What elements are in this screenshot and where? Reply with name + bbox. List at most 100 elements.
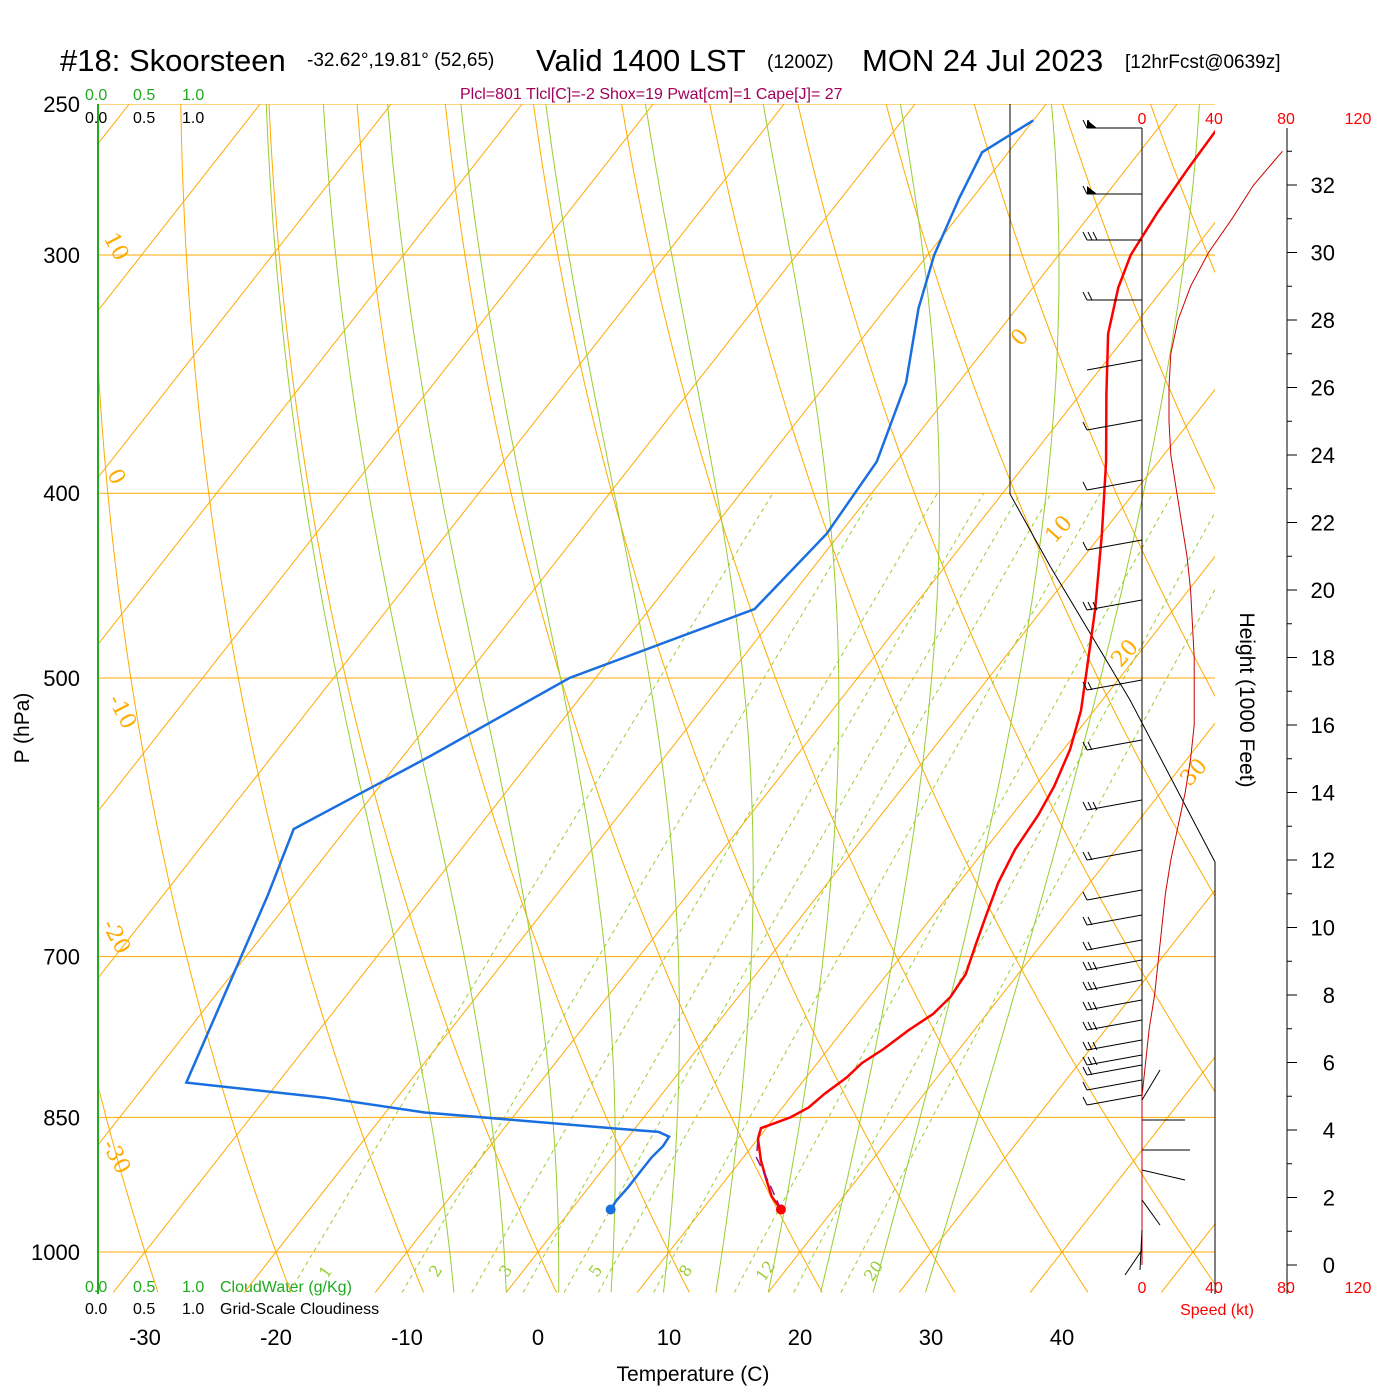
parcel-path <box>755 1134 782 1210</box>
dry-adiabat-line <box>1061 104 1215 491</box>
pressure-tick-label: 1000 <box>31 1240 80 1265</box>
moist-adiabat-line <box>762 104 840 1293</box>
x-tick-label: 20 <box>788 1325 812 1350</box>
dry-adiabat-line <box>98 354 292 1293</box>
mixing-ratio-line <box>289 492 774 1293</box>
sounding-parameters: Plcl=801 Tlcl[C]=-2 Shox=19 Pwat[cm]=1 C… <box>460 86 843 103</box>
dry-adiabat-line <box>621 104 1089 1293</box>
speed-tick-top: 0 <box>1138 111 1147 128</box>
wind-barb-feather <box>1087 119 1093 129</box>
wind-barb-feather <box>1087 1001 1093 1011</box>
mixing-ratio-line <box>733 492 1174 1293</box>
mixing-ratio-line <box>793 511 1215 1293</box>
dry-adiabat-line <box>1150 104 1215 274</box>
wind-barb-staff <box>1139 1229 1143 1271</box>
cloudiness-tick-top-2: 1.0 <box>182 110 204 127</box>
wind-barb-feather <box>1087 851 1093 861</box>
speed-tick-bottom: 0 <box>1138 1280 1147 1297</box>
wind-speed-profile <box>1141 150 1283 1265</box>
x-tick-label: 10 <box>657 1325 681 1350</box>
wind-barb-feather <box>1092 231 1098 241</box>
cloudwater-tick-bottom-2: 1.0 <box>182 1279 204 1296</box>
wind-barb-feather <box>1092 1001 1098 1011</box>
wind-barb-staff <box>1141 1169 1186 1181</box>
zulu-time: (1200Z) <box>767 52 834 73</box>
dry-adiabat-line <box>98 1083 159 1293</box>
wind-barb-feather <box>1082 851 1088 861</box>
pressure-tick-label: 300 <box>43 243 80 268</box>
height-tick-label: 28 <box>1311 308 1335 333</box>
wind-barb-staff <box>1086 914 1143 926</box>
height-tick-label: 14 <box>1311 781 1335 806</box>
isotherm-line <box>505 388 1215 1293</box>
dry-adiabat-label: 30 <box>1176 754 1213 792</box>
wind-barb-feather <box>1092 1041 1098 1051</box>
station-title: #18: Skoorsteen <box>60 43 286 78</box>
height-tick-label: 26 <box>1311 376 1335 401</box>
wind-barb-feather <box>1092 1021 1098 1031</box>
pressure-tick-label: 500 <box>43 666 80 691</box>
wind-barb-feather <box>1082 801 1088 811</box>
wind-barb-staff <box>1086 1094 1143 1106</box>
isotherm-line <box>112 104 1047 1293</box>
wind-barb-staff <box>1124 1249 1143 1276</box>
wind-barb-feather <box>1082 1001 1088 1011</box>
isotherm-line <box>98 104 523 646</box>
dry-adiabat-line <box>268 104 557 1293</box>
wind-barb-staff <box>1086 849 1143 861</box>
moist-adiabat-line <box>545 104 680 1293</box>
wind-barb-feather <box>1082 185 1088 195</box>
isotherm-line <box>636 555 1215 1293</box>
height-tick-label: 24 <box>1311 443 1335 468</box>
temperature-profile <box>756 129 1215 1211</box>
dry-adiabat-line <box>1239 104 1400 1292</box>
wind-barb-staff <box>1086 1019 1143 1031</box>
height-tick-label: 16 <box>1311 713 1335 738</box>
height-tick-label: 32 <box>1311 173 1335 198</box>
cloudiness-tick-bottom-1: 0.5 <box>133 1301 155 1318</box>
wind-barb-feather <box>1092 981 1098 991</box>
x-tick-label: -30 <box>129 1325 161 1350</box>
dry-adiabat-line <box>444 104 823 1293</box>
wind-barb-staff <box>1086 1054 1143 1066</box>
isotherm-line <box>1029 1056 1215 1293</box>
cloudwater-tick-top-0: 0.0 <box>85 87 107 104</box>
wind-barb-staff <box>1086 1079 1143 1091</box>
wind-barb-staff <box>1086 979 1143 991</box>
mixing-ratio-line <box>471 492 938 1293</box>
plot-frame <box>97 104 1288 1294</box>
wind-barb-feather <box>1082 541 1088 551</box>
isotherm-line <box>374 221 1215 1293</box>
speed-tick-bottom: 120 <box>1345 1280 1372 1297</box>
y-axis-title: P (hPa) <box>11 693 34 764</box>
wind-barb-staff <box>1086 799 1143 811</box>
dry-adiabat-label: 20 <box>1107 635 1144 673</box>
wind-barb-feather <box>1092 801 1098 811</box>
wind-barb-feather <box>1087 1056 1093 1066</box>
height-tick-label: 0 <box>1323 1253 1335 1278</box>
wind-barb-feather <box>1082 941 1088 951</box>
wind-barb-feather <box>1087 981 1093 991</box>
height-tick-label: 12 <box>1311 848 1335 873</box>
mixing-ratio-label: 20 <box>860 1257 887 1285</box>
wind-barb-staff <box>1086 419 1143 431</box>
moist-adiabat-line <box>820 104 940 1293</box>
wind-barb-feather <box>1087 601 1093 611</box>
wind-barb-feather <box>1092 601 1098 611</box>
dry-adiabat-line <box>1327 104 1400 1292</box>
wind-barb-feather <box>1092 961 1098 971</box>
wind-barb-flag <box>1087 186 1097 194</box>
valid-time: Valid 1400 LST <box>536 43 746 78</box>
cloudwater-tick-bottom-0: 0.0 <box>85 1279 107 1296</box>
wind-barb-feather <box>1082 961 1088 971</box>
dry-adiabat-line <box>709 104 1215 1286</box>
cloudwater-tick-top-1: 0.5 <box>133 87 155 104</box>
height-tick-label: 18 <box>1311 646 1335 671</box>
wind-barb-feather <box>1087 1041 1093 1051</box>
wind-barb-staff <box>1086 679 1143 691</box>
height-tick-label: 4 <box>1323 1118 1335 1143</box>
x-tick-label: 40 <box>1050 1325 1074 1350</box>
isotherm-line <box>1160 1223 1215 1293</box>
wind-barb-staff <box>1086 359 1143 371</box>
pressure-tick-label: 700 <box>43 945 80 970</box>
